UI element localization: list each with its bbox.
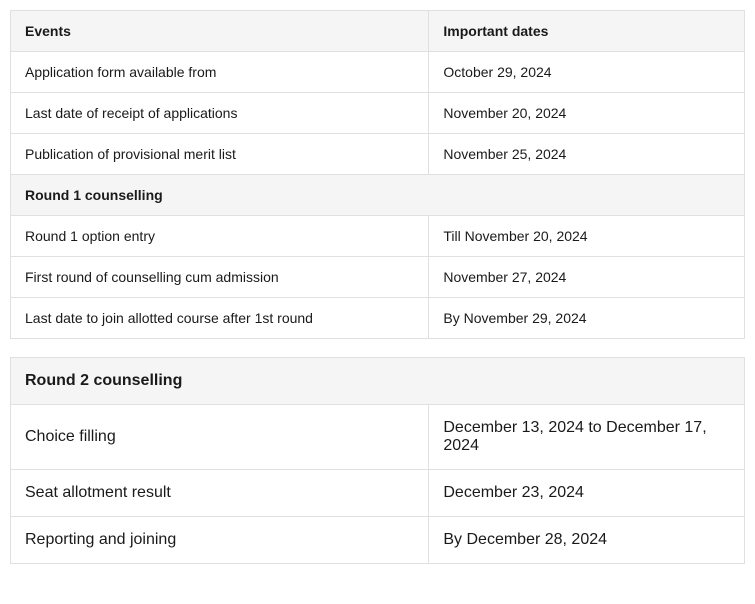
table-2-body: Round 2 counsellingChoice fillingDecembe… — [11, 358, 745, 564]
table-row: Last date to join allotted course after … — [11, 298, 745, 339]
date-cell: Till November 20, 2024 — [429, 216, 745, 257]
date-cell: October 29, 2024 — [429, 52, 745, 93]
date-cell: By November 29, 2024 — [429, 298, 745, 339]
table-1: Events Important dates Application form … — [10, 10, 745, 339]
table-row: Choice fillingDecember 13, 2024 to Decem… — [11, 405, 745, 470]
table-1-body: Application form available fromOctober 2… — [11, 52, 745, 339]
event-cell: Choice filling — [11, 405, 429, 470]
table-row: First round of counselling cum admission… — [11, 257, 745, 298]
event-cell: Last date to join allotted course after … — [11, 298, 429, 339]
event-cell: First round of counselling cum admission — [11, 257, 429, 298]
header-events: Events — [11, 11, 429, 52]
date-cell: November 25, 2024 — [429, 134, 745, 175]
date-cell: December 13, 2024 to December 17, 2024 — [429, 405, 745, 470]
table-row: Round 2 counselling — [11, 358, 745, 405]
event-cell: Application form available from — [11, 52, 429, 93]
date-cell: By December 28, 2024 — [429, 517, 745, 564]
table-row: Publication of provisional merit listNov… — [11, 134, 745, 175]
section-header-cell: Round 1 counselling — [11, 175, 745, 216]
event-cell: Round 1 option entry — [11, 216, 429, 257]
event-cell: Publication of provisional merit list — [11, 134, 429, 175]
table-row: Last date of receipt of applicationsNove… — [11, 93, 745, 134]
schedule-table-1: Events Important dates Application form … — [10, 10, 745, 339]
table-row: Round 1 counselling — [11, 175, 745, 216]
event-cell: Seat allotment result — [11, 470, 429, 517]
date-cell: November 20, 2024 — [429, 93, 745, 134]
table-2: Round 2 counsellingChoice fillingDecembe… — [10, 357, 745, 564]
date-cell: December 23, 2024 — [429, 470, 745, 517]
event-cell: Reporting and joining — [11, 517, 429, 564]
section-header-cell: Round 2 counselling — [11, 358, 745, 405]
table-row: Application form available fromOctober 2… — [11, 52, 745, 93]
table-header-row: Events Important dates — [11, 11, 745, 52]
event-cell: Last date of receipt of applications — [11, 93, 429, 134]
header-dates: Important dates — [429, 11, 745, 52]
date-cell: November 27, 2024 — [429, 257, 745, 298]
table-row: Seat allotment resultDecember 23, 2024 — [11, 470, 745, 517]
table-row: Round 1 option entryTill November 20, 20… — [11, 216, 745, 257]
schedule-table-2: Round 2 counsellingChoice fillingDecembe… — [10, 357, 745, 564]
table-row: Reporting and joiningBy December 28, 202… — [11, 517, 745, 564]
